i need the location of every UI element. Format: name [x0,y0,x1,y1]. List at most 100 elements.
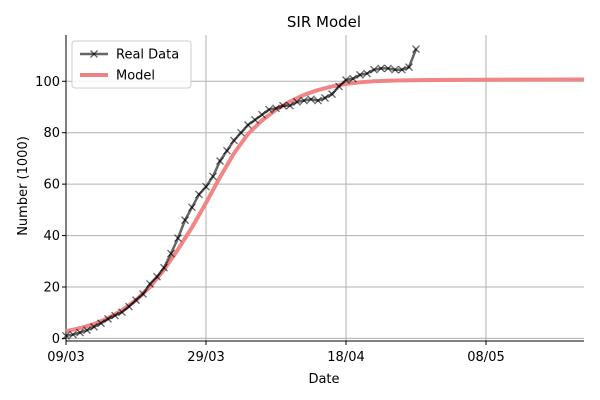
marker-stroke [118,308,126,317]
marker-stroke [321,94,329,102]
marker-stroke [83,326,91,335]
real-data-point-42 [356,70,364,79]
marker-stroke [146,279,154,288]
real-data-point-15 [167,249,175,258]
y-tick-label-80: 80 [43,126,60,141]
y-tick-label-60: 60 [43,178,60,193]
real-data-point-6 [104,314,112,323]
real-data-point-48 [398,65,406,74]
real-data-point-16 [174,234,182,243]
real-data-point-7 [111,311,119,320]
y-axis-title: Number (1000) [16,136,31,236]
real-data-line [65,48,418,338]
real-data-point-21 [209,172,217,181]
real-data-point-40 [342,76,350,84]
marker-stroke [293,97,301,106]
real-data-point-11 [139,289,147,298]
chart-title: SIR Model [287,13,361,31]
marker-stroke [188,203,196,212]
x-tick-label-2: 18/04 [327,350,364,365]
marker-stroke [412,45,420,54]
x-tick-label-3: 08/05 [467,350,504,365]
marker-stroke [307,95,315,104]
axes [62,35,584,345]
real-data-point-47 [391,65,399,74]
real-data-point-34 [300,96,308,105]
marker-stroke [370,65,378,74]
marker-stroke [160,263,168,272]
marker-stroke [363,69,371,78]
marker-stroke [62,331,70,340]
real-data-point-1 [69,330,77,339]
marker-stroke [335,82,343,91]
real-data-point-43 [363,69,371,78]
real-data-point-5 [97,319,105,328]
real-data-point-38 [328,90,336,99]
real-data-point-49 [405,63,413,72]
real-data-point-9 [125,302,133,311]
marker-stroke [90,322,98,331]
real-data-point-29 [265,105,273,114]
marker-stroke [279,101,287,110]
real-data-point-2 [76,328,84,337]
marker-stroke [328,90,336,99]
real-data-point-27 [251,115,259,124]
real-data-point-17 [181,216,189,225]
y-tick-label-20: 20 [43,281,60,296]
marker-stroke [104,314,112,323]
marker-stroke [125,302,133,311]
real-data-point-37 [321,94,329,102]
real-data-point-30 [272,104,280,113]
marker-stroke [209,172,217,181]
marker-stroke [181,216,189,225]
real-data-point-26 [244,121,252,129]
marker-stroke [391,65,399,74]
marker-stroke [356,70,364,79]
real-data-point-0 [62,331,70,340]
marker-stroke [286,101,294,110]
real-data-point-44 [370,65,378,74]
marker-stroke [237,128,245,137]
marker-stroke [153,272,161,281]
marker-stroke [384,64,392,73]
marker-stroke [167,249,175,258]
y-tick-label-100: 100 [35,75,60,90]
real-data-point-46 [384,64,392,73]
tick-labels: 0 20 40 60 80 100 09/03 29/03 18/04 08/05 [35,75,505,365]
marker-stroke [202,182,210,191]
real-data-point-19 [195,190,203,199]
real-data-point-28 [258,110,266,119]
real-data-point-41 [349,74,357,83]
legend-real-data-label: Real Data [116,48,179,63]
real-data-point-8 [118,308,126,317]
real-data-point-3 [83,326,91,335]
marker-stroke [272,104,280,113]
x-axis-title: Date [308,372,339,387]
marker-stroke [139,289,147,298]
real-data-point-35 [307,95,315,104]
real-data-point-14 [160,263,168,272]
real-data-point-13 [153,272,161,281]
marker-stroke [405,63,413,72]
marker-stroke [314,96,322,105]
y-tick-label-0: 0 [52,332,60,347]
marker-stroke [300,96,308,105]
real-data-point-45 [377,64,385,73]
legend-model-label: Model [116,69,155,84]
real-data-point-12 [146,279,154,288]
real-data-point-50 [412,45,420,54]
real-data-point-31 [279,101,287,110]
marker-stroke [251,115,259,124]
real-data-point-25 [237,128,245,137]
x-tick-label-0: 09/03 [47,350,84,365]
real-data-point-32 [286,101,294,110]
marker-stroke [244,121,252,129]
marker-stroke [342,76,350,84]
marker-stroke [398,65,406,74]
marker-stroke [97,319,105,328]
marker-stroke [258,110,266,119]
real-data-point-24 [230,136,238,145]
marker-stroke [111,311,119,320]
marker-stroke [195,190,203,199]
